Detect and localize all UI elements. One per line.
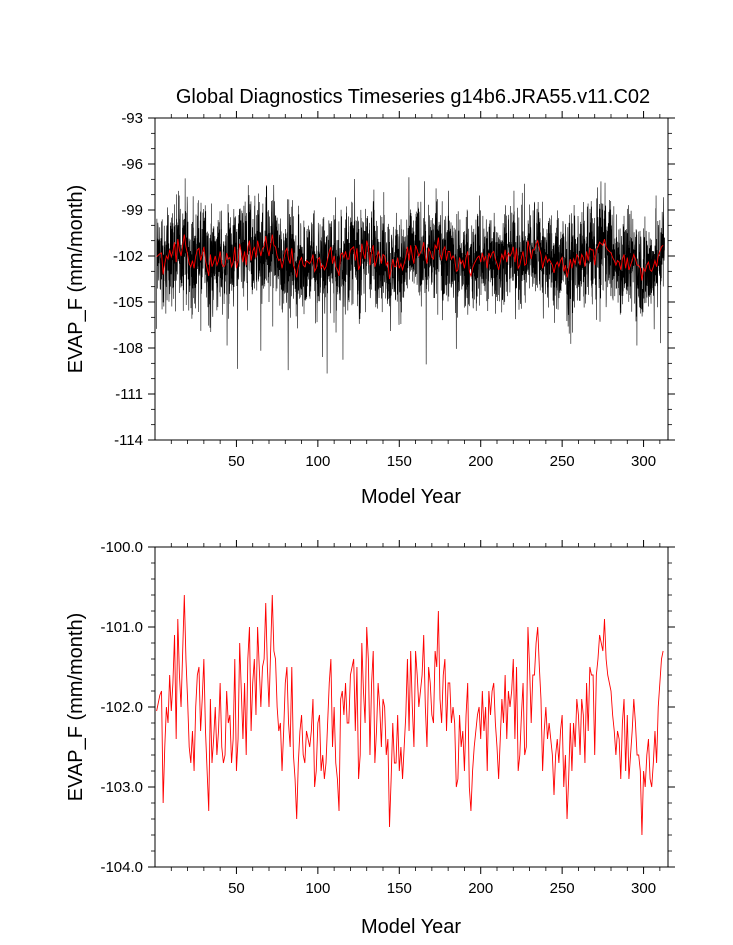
top-xtick-label: 250 bbox=[550, 453, 575, 470]
bottom-panel: -100.0 -101.0 -102.0 -103.0 -104.0 50 100 150 2… bbox=[65, 539, 675, 938]
top-annual-line bbox=[156, 234, 664, 281]
bottom-xtick-label: 300 bbox=[631, 880, 656, 897]
bottom-xtick-label: 250 bbox=[550, 880, 575, 897]
top-ytick-label: -111 bbox=[115, 386, 143, 403]
top-ytick-label: -105 bbox=[113, 294, 143, 311]
top-ytick-label: -99 bbox=[121, 202, 143, 219]
bottom-ytick-label: -100.0 bbox=[100, 539, 143, 556]
top-ytick-label: -102 bbox=[113, 248, 143, 265]
top-ytick-label: -96 bbox=[121, 156, 143, 173]
top-ytick-label: -93 bbox=[121, 110, 143, 127]
top-y-ticks: -93 -96 -99 -102 -105 -108 -111 -114 bbox=[113, 110, 675, 449]
top-panel: -93 -96 -99 -102 -105 -108 -111 -114 50 100 150 20… bbox=[65, 110, 675, 508]
bottom-ytick-label: -101.0 bbox=[100, 619, 143, 636]
bottom-xtick-label: 150 bbox=[387, 880, 412, 897]
bottom-xtick-label: 50 bbox=[228, 880, 245, 897]
top-x-axis-label: Model Year bbox=[361, 486, 461, 508]
top-xtick-label: 100 bbox=[305, 453, 330, 470]
bottom-ytick-label: -103.0 bbox=[100, 779, 143, 796]
chart-title: Global Diagnostics Timeseries g14b6.JRA5… bbox=[176, 86, 650, 108]
bottom-xtick-label: 100 bbox=[305, 880, 330, 897]
bottom-x-ticks: 50 100 150 200 250 300 bbox=[170, 540, 661, 897]
bottom-y-axis-label: EVAP_F (mm/month) bbox=[65, 613, 87, 802]
top-ytick-label: -108 bbox=[113, 340, 143, 357]
top-xtick-label: 300 bbox=[631, 453, 656, 470]
bottom-plot-frame bbox=[154, 546, 669, 868]
bottom-annual-line bbox=[156, 594, 664, 836]
top-xtick-label: 150 bbox=[387, 453, 412, 470]
bottom-x-axis-label: Model Year bbox=[361, 916, 461, 938]
top-y-axis-label: EVAP_F (mm/month) bbox=[65, 185, 87, 374]
top-monthly-line bbox=[156, 177, 665, 374]
bottom-ytick-label: -104.0 bbox=[100, 859, 143, 876]
top-annual-series bbox=[156, 234, 664, 281]
bottom-xtick-label: 200 bbox=[468, 880, 493, 897]
bottom-y-ticks: -100.0 -101.0 -102.0 -103.0 -104.0 bbox=[100, 539, 675, 876]
top-plot-frame bbox=[154, 117, 669, 441]
top-xtick-label: 200 bbox=[468, 453, 493, 470]
top-x-ticks: 50 100 150 200 250 300 bbox=[170, 111, 661, 470]
bottom-annual-series bbox=[156, 594, 664, 836]
top-xtick-label: 50 bbox=[228, 453, 245, 470]
bottom-ytick-label: -102.0 bbox=[100, 699, 143, 716]
top-ytick-label: -114 bbox=[114, 432, 143, 449]
top-monthly-series bbox=[156, 177, 665, 374]
